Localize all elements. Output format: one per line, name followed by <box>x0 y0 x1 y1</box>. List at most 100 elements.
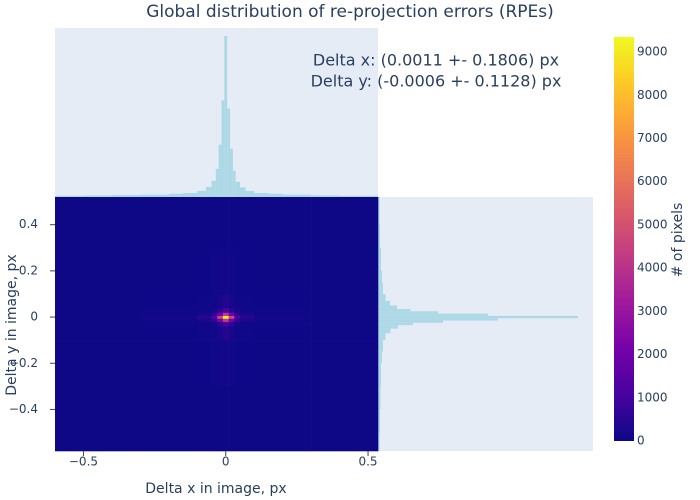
heatmap-cell <box>228 315 235 319</box>
heatmap-cell <box>228 386 235 452</box>
colorbar-tick-label: 5000 <box>637 217 668 231</box>
heatmap-cell <box>211 321 218 327</box>
marginal-x-bar <box>211 180 216 197</box>
heatmap-cell <box>211 386 218 452</box>
heatmap-cell <box>211 318 218 322</box>
heatmap-cell <box>311 340 379 387</box>
marginal-y-bar <box>378 322 413 326</box>
heatmap-cell <box>211 197 218 249</box>
marginal-x-bar <box>83 195 112 197</box>
heatmap-cell <box>239 247 255 295</box>
heatmap-cell <box>239 307 255 313</box>
marginal-y-bar <box>378 351 382 364</box>
heatmap-cell <box>140 293 198 309</box>
heatmap-cell <box>311 307 379 313</box>
heatmap-cell <box>217 315 224 319</box>
heatmap-cell <box>55 197 141 249</box>
heatmap-cell <box>222 318 229 322</box>
marginal-y-bar <box>378 328 391 334</box>
marginal-x-bar <box>245 190 255 197</box>
heatmap-cell <box>55 321 141 327</box>
heatmap-cell <box>228 312 235 316</box>
x-tick-label: 0.5 <box>358 455 377 469</box>
heatmap-cell <box>211 315 218 319</box>
heatmap-cell <box>217 318 224 322</box>
marginal-y-bar <box>378 224 380 248</box>
colorbar-tick-label: 3000 <box>637 304 668 318</box>
y-tick-label: 0 <box>30 310 38 324</box>
heatmap-cell <box>55 293 141 309</box>
heatmap-cell <box>211 326 218 341</box>
heatmap-cell <box>239 293 255 309</box>
marginal-y-bar <box>378 293 386 301</box>
heatmap-cell <box>197 340 212 387</box>
heatmap-cell <box>222 293 229 309</box>
chart-title: Global distribution of re-projection err… <box>146 2 554 22</box>
heatmap-cell <box>239 321 255 327</box>
heatmap-cell <box>228 293 235 309</box>
heatmap-cell <box>311 318 379 322</box>
marginal-x-bar <box>221 100 225 197</box>
marginal-y-bar <box>378 313 488 316</box>
heatmap-cell <box>217 312 224 316</box>
marginal-y-panel <box>378 197 593 451</box>
heatmap-cell <box>217 326 224 341</box>
heatmap-cell <box>140 340 198 387</box>
heatmap-cell <box>234 197 241 249</box>
heatmap-cell <box>239 318 255 322</box>
heatmap-cell <box>254 307 312 313</box>
heatmap-cell <box>140 312 198 316</box>
heatmap-cell <box>234 321 241 327</box>
heatmap-cell <box>234 293 241 309</box>
heatmap-cell <box>311 247 379 295</box>
heatmap-cell <box>254 315 312 319</box>
marginal-x-bar <box>111 194 141 197</box>
heatmap-cell <box>228 247 235 295</box>
x-tick-label: −0.5 <box>69 455 98 469</box>
heatmap-cell <box>211 307 218 313</box>
heatmap-cell <box>197 315 212 319</box>
marginal-y-bar <box>378 325 398 329</box>
heatmap-cell <box>211 293 218 309</box>
heatmap-cell <box>228 197 235 249</box>
colorbar-tick-label: 8000 <box>637 88 668 102</box>
colorbar-tick-label: 2000 <box>637 347 668 361</box>
heatmap-cell <box>228 321 235 327</box>
heatmap-cell <box>55 312 141 316</box>
marginal-x-bar <box>227 108 231 197</box>
marginal-y-bar <box>378 197 380 225</box>
marginal-y-bar <box>378 300 390 306</box>
heatmap-cell <box>254 293 312 309</box>
heatmap-cell <box>197 326 212 341</box>
heatmap-cell <box>222 307 229 313</box>
heatmap-cell <box>140 321 198 327</box>
heatmap-cell <box>254 386 312 452</box>
heatmap-cell <box>197 321 212 327</box>
heatmap-cell <box>140 386 198 452</box>
heatmap-cell <box>234 318 241 322</box>
annotation: Delta x: (0.0011 +- 0.1806) px <box>313 51 559 70</box>
marginal-x-bar <box>235 181 240 197</box>
colorbar-tick-label: 6000 <box>637 174 668 188</box>
heatmap-cell <box>211 247 218 295</box>
marginal-x-bar <box>197 190 206 197</box>
marginal-x-bar <box>339 195 378 197</box>
colorbar-title: # of pixels <box>670 203 686 278</box>
marginal-x-bar <box>218 144 222 197</box>
marginal-y-bar <box>378 333 386 341</box>
heatmap-cell <box>234 340 241 387</box>
heatmap-cell <box>311 293 379 309</box>
heatmap-cell <box>55 326 141 341</box>
heatmap-cell <box>222 321 229 327</box>
heatmap-cell <box>197 247 212 295</box>
marginal-y-bar <box>378 315 578 319</box>
heatmap-cell <box>222 247 229 295</box>
colorbar-tick-label: 4000 <box>637 261 668 275</box>
heatmap-cell <box>239 312 255 316</box>
marginal-y-bar <box>378 282 383 294</box>
heatmap-cell <box>55 386 141 452</box>
colorbar <box>614 37 634 441</box>
heatmap-cell <box>234 312 241 316</box>
heatmap-cell <box>222 197 229 249</box>
marginal-y-bar <box>378 386 381 410</box>
